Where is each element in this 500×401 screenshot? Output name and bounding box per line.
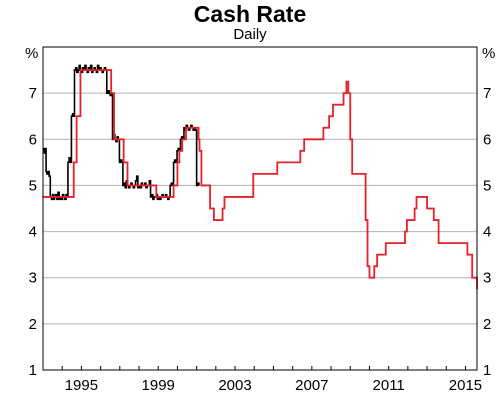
y-tick-label-right: 7 bbox=[483, 85, 491, 102]
x-tick-label-2015: 2015 bbox=[449, 377, 482, 394]
y-tick-label-left: 4 bbox=[29, 224, 37, 241]
y-tick-label-right: 5 bbox=[483, 177, 491, 194]
axis-ticks: 1 1 2 2 3 3 4 4 5 5 6 6 7 7 1995 1999 2003 2007 2011 2015 bbox=[29, 85, 492, 394]
y-tick-label-right: 6 bbox=[483, 131, 491, 148]
y-tick-label-left: 5 bbox=[29, 177, 37, 194]
x-tick-label-2003: 2003 bbox=[218, 377, 251, 394]
series-line-black bbox=[42, 64, 200, 201]
series-line-red bbox=[43, 69, 478, 290]
y-tick-label-left: 3 bbox=[29, 270, 37, 287]
y-tick-label-left: 6 bbox=[29, 131, 37, 148]
x-tick-label-2011: 2011 bbox=[373, 377, 405, 394]
y-tick-label-right: 1 bbox=[483, 362, 491, 379]
plot-frame bbox=[42, 46, 478, 371]
y-axis-label-right: % bbox=[482, 45, 495, 62]
x-tick-label-1999: 1999 bbox=[142, 377, 175, 394]
series-layer bbox=[42, 64, 478, 290]
y-tick-label-right: 2 bbox=[483, 316, 491, 333]
y-tick-label-right: 4 bbox=[483, 224, 491, 241]
chart-title: Cash Rate bbox=[193, 1, 307, 27]
chart-subtitle: Daily bbox=[233, 26, 267, 43]
gridlines bbox=[43, 92, 477, 325]
y-axis-label-left: % bbox=[25, 45, 38, 62]
y-tick-label-right: 3 bbox=[483, 270, 491, 287]
x-tick-label-2007: 2007 bbox=[295, 377, 328, 394]
y-tick-label-left: 7 bbox=[29, 85, 37, 102]
y-tick-label-left: 2 bbox=[29, 316, 37, 333]
x-tick-label-1995: 1995 bbox=[65, 377, 98, 394]
y-tick-label-left: 1 bbox=[29, 362, 37, 379]
